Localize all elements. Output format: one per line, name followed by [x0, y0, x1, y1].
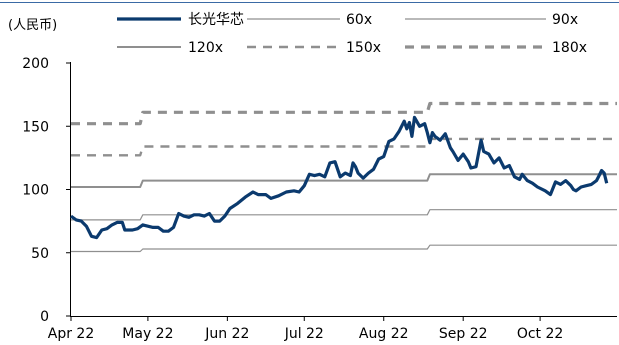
legend: 长光华芯 60x 90x 120x 150x 180x: [117, 12, 587, 56]
x-ticks: Apr 22 May 22 Jun 22 Jul 22 Aug 22 Sep 22 Oct …: [48, 316, 563, 342]
legend-label: 长光华芯: [188, 12, 244, 28]
x-tick-label: Aug 22: [359, 326, 409, 342]
y-ticks: 0 50 100 150 200: [22, 56, 70, 325]
x-tick-label: Apr 22: [48, 326, 94, 342]
y-tick-label: 150: [22, 119, 49, 135]
x-tick-label: Oct 22: [517, 326, 563, 342]
y-tick-label: 0: [40, 309, 49, 325]
x-tick-label: Jul 22: [284, 326, 324, 342]
legend-label: 120x: [188, 40, 223, 56]
y-tick-label: 200: [22, 56, 49, 72]
series-line-stock: [70, 115, 609, 240]
legend-label: 180x: [552, 40, 587, 56]
legend-label: 60x: [346, 12, 372, 28]
x-tick-label: Sep 22: [439, 326, 488, 342]
series-group: [70, 101, 617, 253]
series-line-60x: [71, 244, 617, 253]
y-tick-label: 50: [31, 246, 49, 262]
legend-label: 90x: [552, 12, 578, 28]
series-line-180x: [71, 101, 617, 126]
x-tick-label: May 22: [122, 326, 173, 342]
series-line-150x: [71, 137, 617, 157]
series-line-120x: [71, 173, 617, 188]
y-tick-label: 100: [22, 183, 49, 199]
series-line-90x: [71, 209, 617, 221]
legend-label: 150x: [346, 40, 381, 56]
y-unit-label: (人民币): [8, 18, 57, 33]
x-tick-label: Jun 22: [204, 326, 249, 342]
